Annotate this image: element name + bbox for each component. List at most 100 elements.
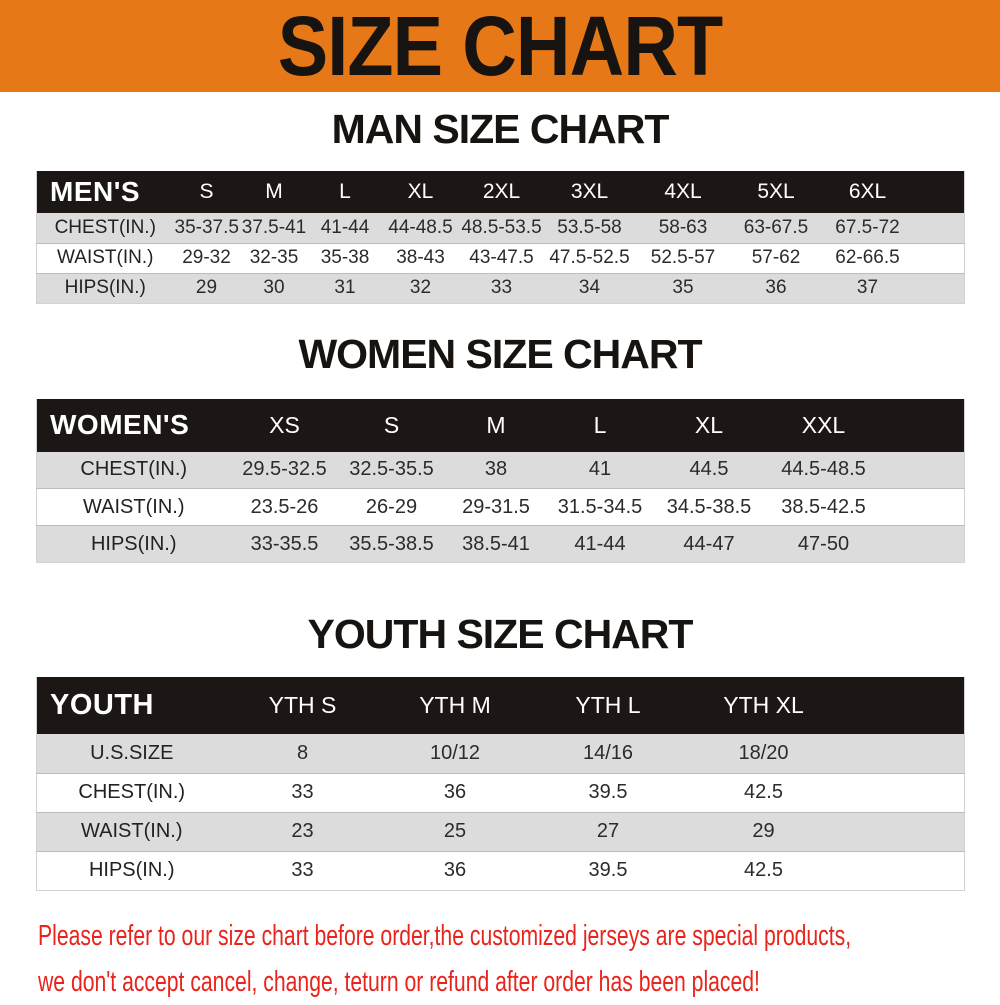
size-value-cell: 34.5-38.5	[652, 488, 766, 526]
size-value-cell: 14/16	[531, 734, 685, 773]
table-name-header: YOUTH	[36, 677, 227, 734]
size-value-cell: 42.5	[684, 772, 843, 812]
size-value-cell: 33	[226, 850, 379, 890]
size-value-cell: 58-63	[635, 213, 731, 243]
size-column-header: XL	[652, 398, 766, 452]
size-column-header: 5XL	[730, 171, 822, 213]
size-value-cell: 47-50	[765, 525, 882, 563]
size-column-header: XXL	[765, 398, 882, 452]
size-value-cell: 41-44	[547, 525, 653, 563]
size-value-cell: 42.5	[684, 850, 843, 890]
size-value-cell: 31	[308, 272, 382, 303]
size-column-header: YTH M	[378, 677, 532, 734]
size-column-header: XL	[381, 171, 460, 213]
size-value-cell: 37.5-41	[239, 213, 309, 243]
filler-cell	[842, 850, 965, 890]
men-section-heading: MAN SIZE CHART	[331, 106, 670, 152]
measurement-row: WAIST(IN.) 29-32 32-35 35-38 38-43 43-47.5 47.…	[36, 242, 965, 273]
size-column-header: S	[338, 398, 445, 452]
filler-cell	[913, 272, 965, 303]
women-section-heading: WOMEN SIZE CHART	[298, 330, 702, 377]
row-label-cell: HIPS(IN.)	[36, 850, 227, 890]
size-value-cell: 37	[821, 272, 914, 303]
size-value-cell: 43-47.5	[459, 242, 544, 273]
filler-cell	[881, 451, 965, 489]
filler-cell	[913, 213, 965, 243]
size-column-header: XS	[230, 398, 339, 452]
size-value-cell: 36	[378, 850, 532, 890]
row-label-cell: HIPS(IN.)	[36, 272, 174, 303]
row-label-cell: WAIST(IN.)	[36, 242, 174, 273]
size-value-cell: 41	[547, 451, 653, 489]
table-name-header: WOMEN'S	[36, 398, 231, 452]
size-column-header: YTH XL	[684, 677, 843, 734]
size-value-cell: 8	[226, 734, 379, 773]
size-value-cell: 18/20	[684, 734, 843, 773]
size-column-header: 6XL	[821, 171, 914, 213]
filler-cell	[842, 734, 965, 773]
size-value-cell: 29	[173, 272, 240, 303]
header-row: YOUTH YTH S YTH M YTH L YTH XL	[36, 677, 965, 734]
filler-cell	[881, 525, 965, 563]
filler-cell	[842, 811, 965, 851]
header-row: WOMEN'S XS S M L XL XXL	[36, 398, 965, 452]
size-column-header: YTH L	[531, 677, 685, 734]
section-men: MAN SIZE CHART MEN'S S M L XL 2XL 3XL 4XL 5XL 6XL…	[0, 107, 1000, 304]
measurement-row: HIPS(IN.) 33 36 39.5 42.5	[36, 850, 965, 890]
measurement-row: CHEST(IN.) 33 36 39.5 42.5	[36, 772, 965, 812]
page-title: SIZE CHART	[277, 0, 723, 93]
size-value-cell: 34	[543, 272, 636, 303]
size-value-cell: 35-38	[308, 242, 382, 273]
men-size-table: MEN'S S M L XL 2XL 3XL 4XL 5XL 6XL CHEST(IN.) 35-37…	[36, 171, 965, 304]
size-value-cell: 35-37.5	[173, 213, 240, 243]
size-value-cell: 53.5-58	[543, 213, 636, 243]
filler-cell	[881, 488, 965, 526]
size-value-cell: 35.5-38.5	[338, 525, 445, 563]
size-value-cell: 36	[730, 272, 822, 303]
size-value-cell: 41-44	[308, 213, 382, 243]
size-value-cell: 25	[378, 811, 532, 851]
row-label-cell: CHEST(IN.)	[36, 451, 231, 489]
size-value-cell: 33	[226, 772, 379, 812]
measurement-row: U.S.SIZE 8 10/12 14/16 18/20	[36, 734, 965, 773]
size-value-cell: 57-62	[730, 242, 822, 273]
size-value-cell: 38.5-42.5	[765, 488, 882, 526]
size-value-cell: 23.5-26	[230, 488, 339, 526]
size-value-cell: 30	[239, 272, 309, 303]
size-column-header: 2XL	[459, 171, 544, 213]
measurement-row: WAIST(IN.) 23.5-26 26-29 29-31.5 31.5-34.5 34…	[36, 488, 965, 526]
size-value-cell: 32-35	[239, 242, 309, 273]
row-label-cell: CHEST(IN.)	[36, 772, 227, 812]
section-women: WOMEN SIZE CHART WOMEN'S XS S M L XL XXL CHEST(…	[0, 330, 1000, 563]
size-value-cell: 44.5	[652, 451, 766, 489]
size-value-cell: 33-35.5	[230, 525, 339, 563]
row-label-cell: HIPS(IN.)	[36, 525, 231, 563]
table-name-header: MEN'S	[36, 171, 174, 213]
header-row: MEN'S S M L XL 2XL 3XL 4XL 5XL 6XL	[36, 171, 965, 213]
disclaimer-line-1: Please refer to our size chart before or…	[38, 919, 852, 952]
size-value-cell: 29-32	[173, 242, 240, 273]
size-column-header: M	[444, 398, 548, 452]
size-value-cell: 44-47	[652, 525, 766, 563]
size-value-cell: 39.5	[531, 772, 685, 812]
size-value-cell: 63-67.5	[730, 213, 822, 243]
size-value-cell: 38.5-41	[444, 525, 548, 563]
disclaimer-note: Please refer to our size chart before or…	[38, 913, 1000, 1005]
measurement-row: HIPS(IN.) 33-35.5 35.5-38.5 38.5-41 41-44 44-…	[36, 525, 965, 563]
disclaimer-line-2: we don't accept cancel, change, teturn o…	[38, 965, 760, 998]
filler-cell	[881, 398, 965, 452]
size-value-cell: 33	[459, 272, 544, 303]
row-label-cell: WAIST(IN.)	[36, 488, 231, 526]
measurement-row: CHEST(IN.) 29.5-32.5 32.5-35.5 38 41 44.5 44.5…	[36, 451, 965, 489]
filler-cell	[913, 242, 965, 273]
size-column-header: L	[308, 171, 382, 213]
row-label-cell: CHEST(IN.)	[36, 213, 174, 243]
size-value-cell: 39.5	[531, 850, 685, 890]
size-value-cell: 38	[444, 451, 548, 489]
youth-section-heading: YOUTH SIZE CHART	[307, 611, 694, 657]
measurement-row: HIPS(IN.) 29 30 31 32 33 34 35 36 37	[36, 272, 965, 303]
size-value-cell: 47.5-52.5	[543, 242, 636, 273]
row-label-cell: U.S.SIZE	[36, 734, 227, 773]
size-value-cell: 36	[378, 772, 532, 812]
filler-cell	[842, 677, 965, 734]
